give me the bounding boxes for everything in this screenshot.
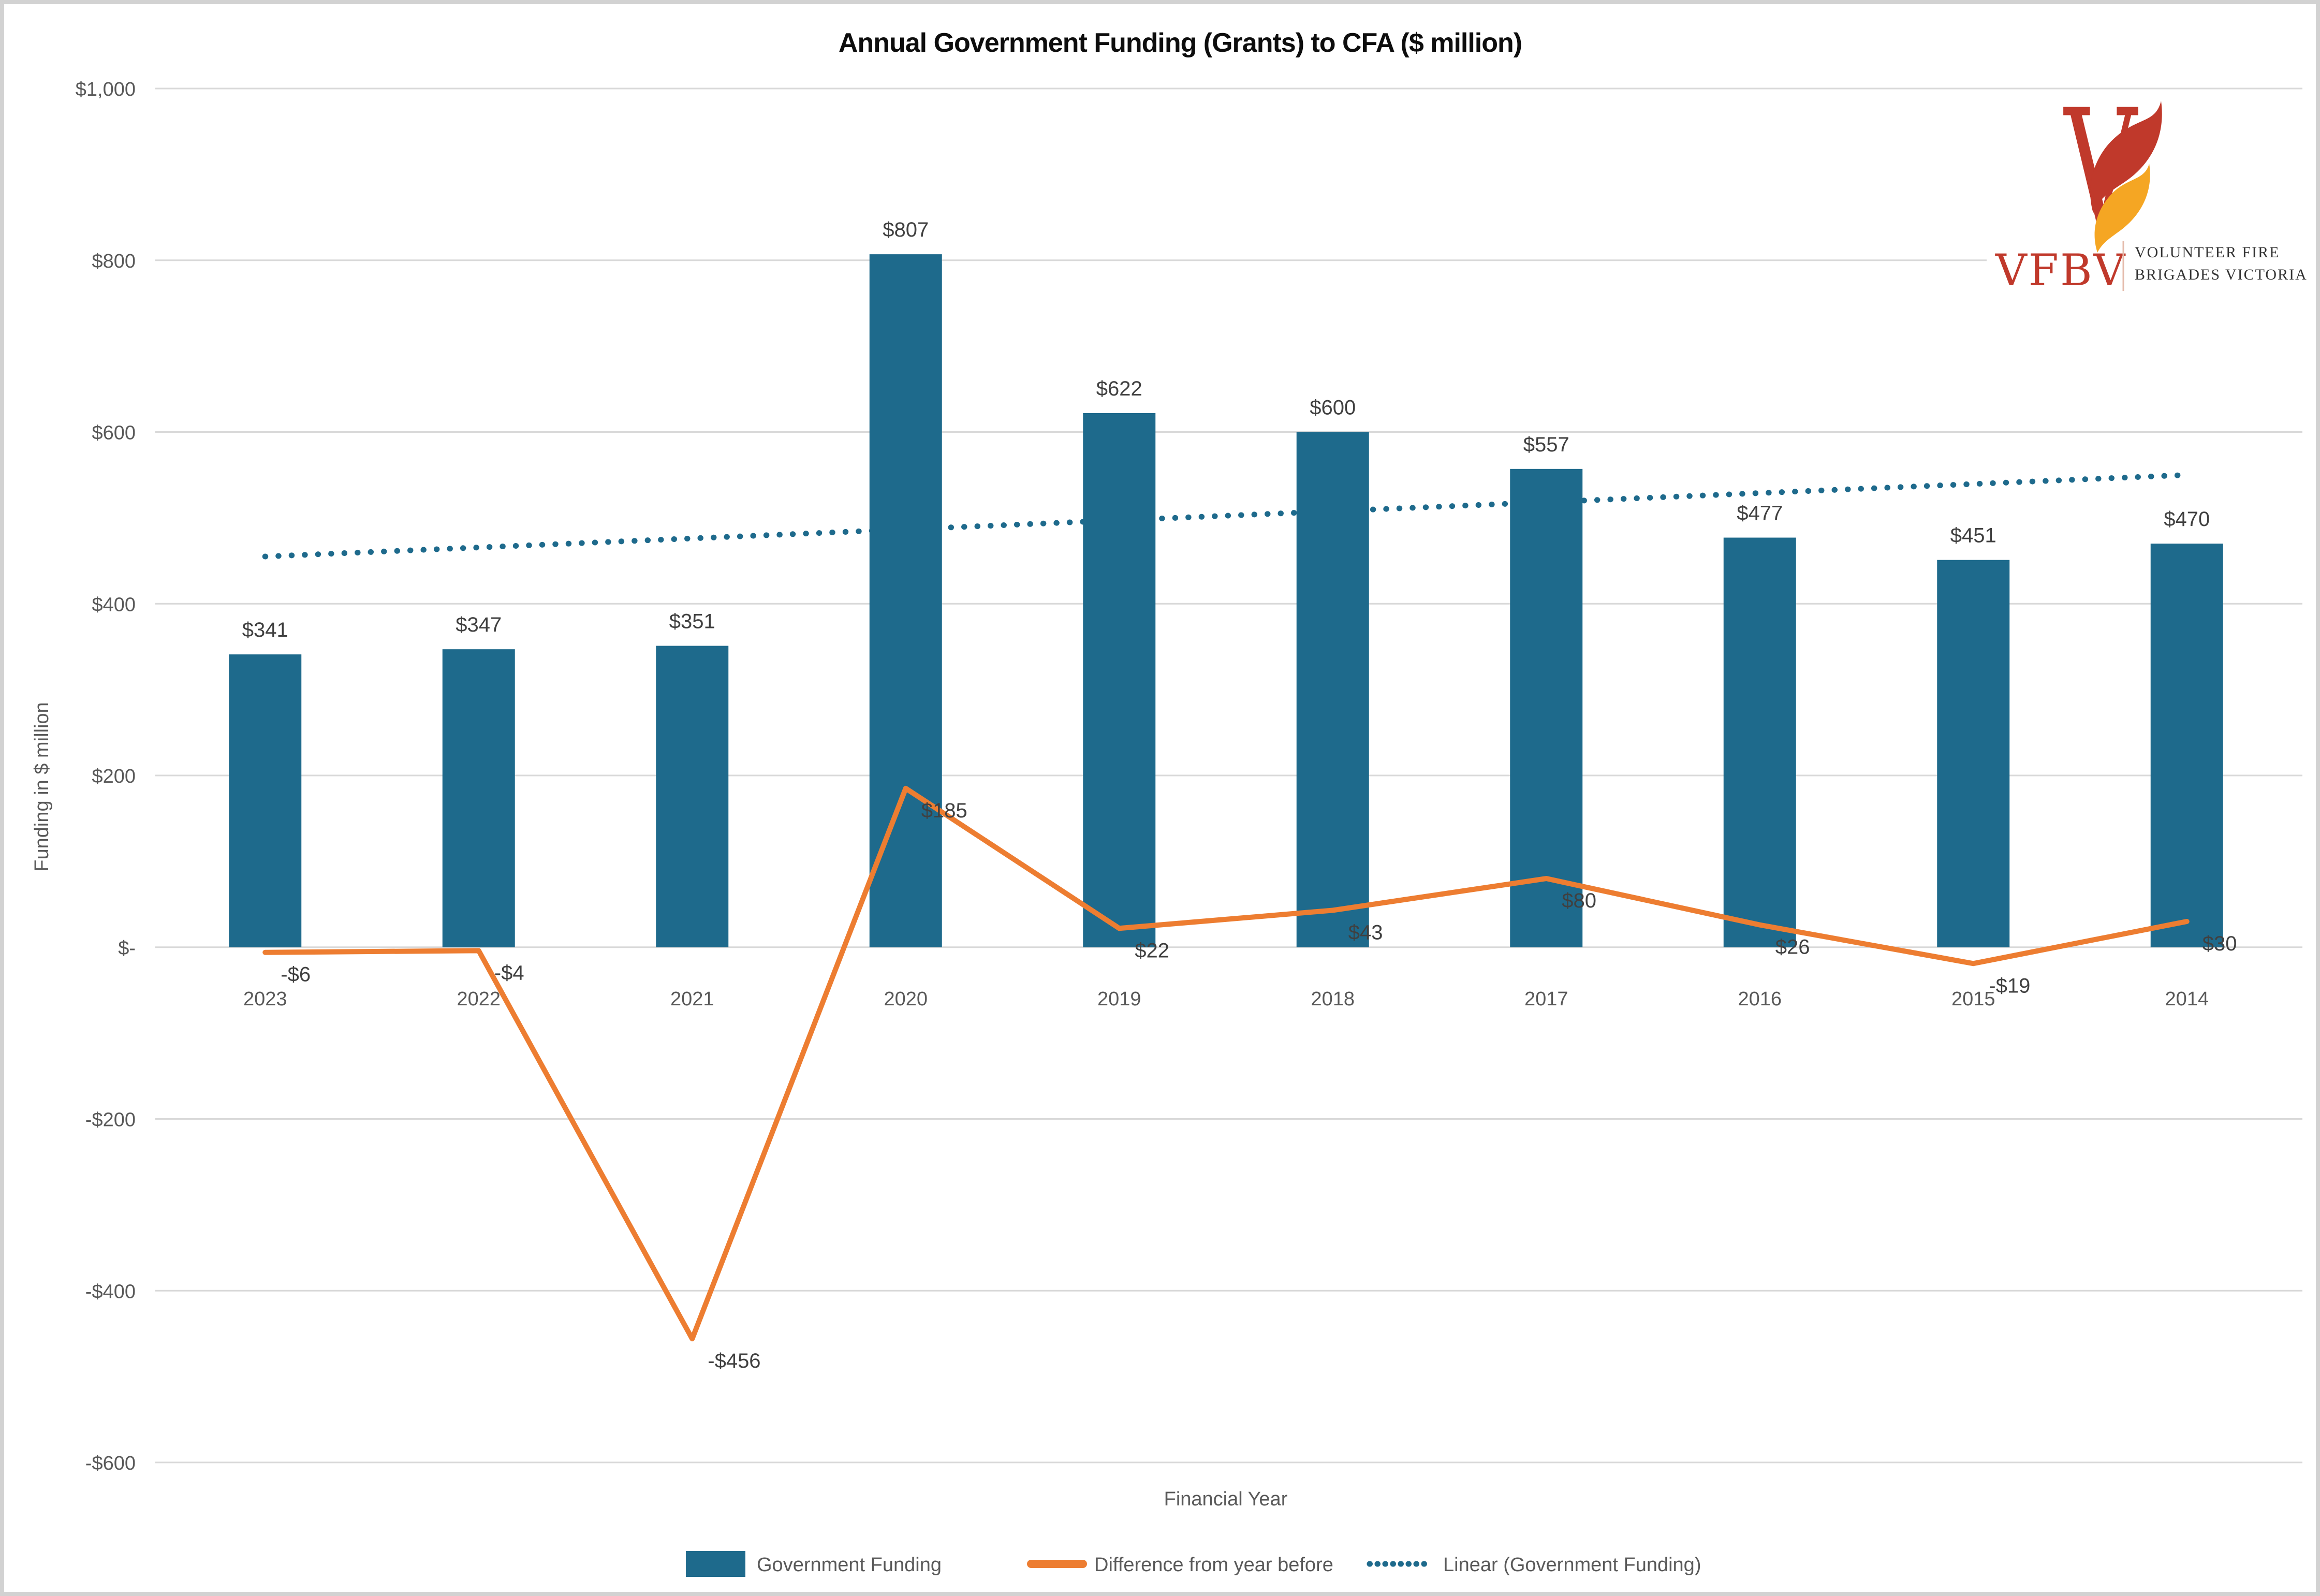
bar-2014: [2150, 544, 2223, 947]
bar-2023: [229, 654, 302, 947]
difference-value-label: -$19: [1989, 974, 2030, 997]
difference-value-label: -$456: [708, 1350, 760, 1372]
chart-title: Annual Government Funding (Grants) to CF…: [839, 28, 1522, 58]
difference-line-layer: [262, 785, 2190, 1342]
x-axis-title: Financial Year: [1164, 1488, 1288, 1510]
difference-value-label: -$6: [281, 963, 311, 986]
legend-item-label: Linear (Government Funding): [1443, 1554, 1701, 1576]
bar-2020: [869, 254, 942, 947]
difference-line: [262, 785, 2190, 1342]
bars-layer: [229, 254, 2223, 947]
bar-value-label: $341: [242, 619, 288, 641]
trendline-layer: [262, 472, 2190, 560]
legend: Government Funding Difference from year …: [686, 1551, 1701, 1577]
legend-bar-swatch-icon: [686, 1551, 745, 1577]
bar-value-label: $347: [456, 613, 502, 636]
logo-flame-red-icon: [2090, 101, 2162, 213]
difference-value-label: -$4: [494, 961, 524, 984]
difference-value-label: $22: [1135, 939, 1169, 962]
x-tick-label: 2022: [457, 988, 501, 1010]
vfbv-logo: V VFBV VOLUNTEER FIRE BRIGADES VICTORIA: [1987, 75, 2320, 303]
y-tick-label: -$600: [85, 1453, 136, 1474]
y-tick-label: $1,000: [76, 79, 136, 100]
y-axis-title: Funding in $ million: [31, 702, 53, 871]
legend-item-label: Government Funding: [757, 1554, 942, 1576]
y-tick-label: $200: [92, 766, 136, 787]
bar-value-label: $600: [1310, 397, 1356, 419]
legend-item-linear: Linear (Government Funding): [1367, 1554, 1701, 1576]
difference-value-label: $26: [1775, 936, 1810, 959]
bar-2022: [442, 649, 515, 947]
x-tick-label: 2017: [1524, 988, 1568, 1010]
gridlines-layer: [155, 87, 2302, 1463]
bar-2019: [1083, 413, 1156, 947]
bar-2018: [1296, 432, 1369, 947]
legend-item-difference: Difference from year before: [1027, 1554, 1333, 1576]
bar-2017: [1510, 468, 1583, 947]
bar-value-label: $351: [669, 610, 715, 633]
logo-flame-orange-icon: [2094, 164, 2150, 253]
y-tick-label: $-: [118, 938, 136, 959]
legend-item-government-funding: Government Funding: [686, 1551, 942, 1577]
y-tick-label: $600: [92, 422, 136, 444]
x-tick-label: 2021: [670, 988, 714, 1010]
legend-item-label: Difference from year before: [1094, 1554, 1333, 1576]
y-tick-label: -$400: [85, 1281, 136, 1302]
bar-value-label: $470: [2164, 508, 2210, 531]
x-tick-label: 2016: [1738, 988, 1782, 1010]
x-tick-label: 2023: [243, 988, 287, 1010]
bar-2021: [656, 646, 729, 947]
x-tick-label: 2019: [1097, 988, 1141, 1010]
axis-ticks-layer: $1,000 $800 $600 $400 $200 $- -$200 -$400 -$600 2…: [76, 79, 2209, 1474]
logo-org-line1: VOLUNTEER FIRE: [2135, 244, 2280, 261]
x-tick-label: 2018: [1311, 988, 1355, 1010]
x-tick-label: 2015: [1951, 988, 1995, 1010]
y-tick-label: -$200: [85, 1109, 136, 1131]
y-tick-label: $400: [92, 594, 136, 616]
logo-org-line2: BRIGADES VICTORIA: [2135, 266, 2308, 283]
x-tick-label: 2014: [2165, 988, 2209, 1010]
y-tick-label: $800: [92, 251, 136, 272]
bar-value-label: $451: [1950, 524, 1996, 547]
bar-2016: [1723, 537, 1796, 947]
logo-acronym: VFBV: [1995, 245, 2126, 296]
data-labels-layer: $341 $347 $351 $807 $622 $600 $557 $477 $451 $470…: [242, 218, 2237, 1372]
bar-value-label: $477: [1737, 502, 1783, 525]
difference-value-label: $43: [1348, 921, 1383, 944]
bar-value-label: $807: [883, 218, 929, 241]
trendline: [262, 472, 2190, 560]
difference-value-label: $80: [1562, 889, 1596, 912]
bar-2015: [1937, 560, 2010, 947]
difference-value-label: $30: [2202, 932, 2237, 955]
x-tick-label: 2020: [884, 988, 928, 1010]
bar-value-label: $622: [1096, 377, 1142, 400]
bar-value-label: $557: [1523, 433, 1569, 456]
difference-value-label: $185: [921, 799, 967, 822]
